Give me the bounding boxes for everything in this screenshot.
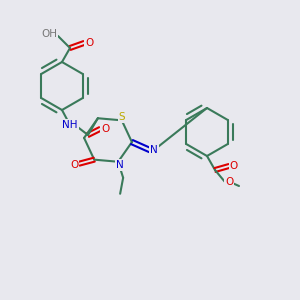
Text: S: S [118,112,125,122]
Text: O: O [85,38,93,48]
Text: O: O [101,124,109,134]
Text: O: O [225,177,233,187]
Text: N: N [150,145,158,155]
Text: O: O [70,160,78,170]
Text: NH: NH [62,120,78,130]
Text: N: N [116,160,124,170]
Text: O: O [230,161,238,171]
Text: OH: OH [41,29,57,39]
